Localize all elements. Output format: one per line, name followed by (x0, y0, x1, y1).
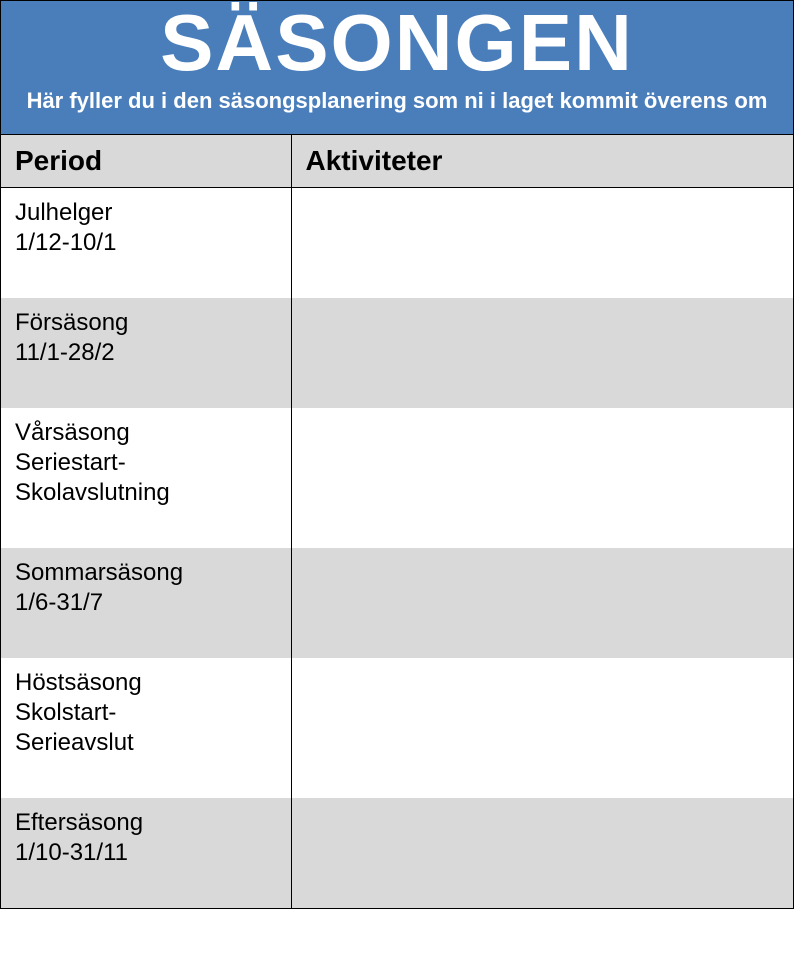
period-cell: Höstsäsong Skolstart- Serieavslut (1, 658, 291, 798)
period-label: Eftersäsong 1/10-31/11 (15, 809, 143, 866)
page-subtitle: Här fyller du i den säsongsplanering som… (21, 87, 773, 116)
col-header-period: Period (1, 135, 291, 188)
table-row: Eftersäsong 1/10-31/11 (1, 798, 793, 908)
period-cell: Julhelger 1/12-10/1 (1, 187, 291, 298)
period-label: Julhelger 1/12-10/1 (15, 199, 116, 256)
table-row: Höstsäsong Skolstart- Serieavslut (1, 658, 793, 798)
period-label: Sommarsäsong 1/6-31/7 (15, 559, 183, 616)
period-cell: Eftersäsong 1/10-31/11 (1, 798, 291, 908)
season-table: Period Aktiviteter Julhelger 1/12-10/1 F… (1, 135, 793, 908)
activity-cell[interactable] (291, 187, 793, 298)
period-cell: Försäsong 11/1-28/2 (1, 298, 291, 408)
page-title: SÄSONGEN (21, 1, 773, 85)
table-header-row: Period Aktiviteter (1, 135, 793, 188)
activity-cell[interactable] (291, 298, 793, 408)
period-label: Försäsong 11/1-28/2 (15, 309, 128, 366)
table-row: Julhelger 1/12-10/1 (1, 187, 793, 298)
col-header-activities: Aktiviteter (291, 135, 793, 188)
activity-cell[interactable] (291, 548, 793, 658)
activity-cell[interactable] (291, 798, 793, 908)
period-label: Höstsäsong Skolstart- Serieavslut (15, 669, 142, 756)
period-cell: Sommarsäsong 1/6-31/7 (1, 548, 291, 658)
period-cell: Vårsäsong Seriestart- Skolavslutning (1, 408, 291, 548)
activity-cell[interactable] (291, 408, 793, 548)
header: SÄSONGEN Här fyller du i den säsongsplan… (1, 1, 793, 135)
table-row: Försäsong 11/1-28/2 (1, 298, 793, 408)
season-table-container: SÄSONGEN Här fyller du i den säsongsplan… (0, 0, 794, 909)
table-row: Sommarsäsong 1/6-31/7 (1, 548, 793, 658)
period-label: Vårsäsong Seriestart- Skolavslutning (15, 419, 170, 506)
table-row: Vårsäsong Seriestart- Skolavslutning (1, 408, 793, 548)
activity-cell[interactable] (291, 658, 793, 798)
